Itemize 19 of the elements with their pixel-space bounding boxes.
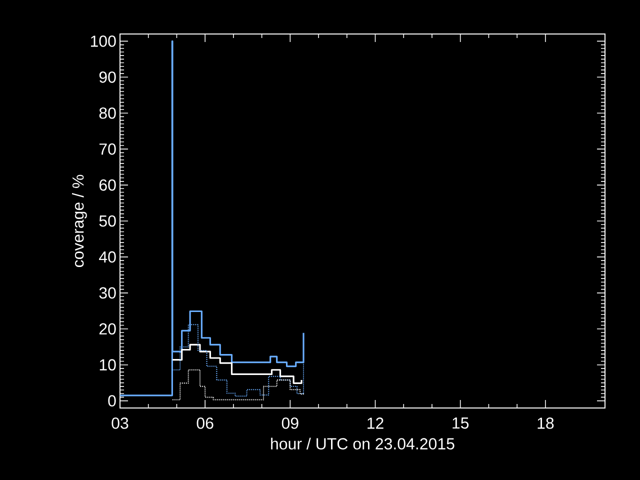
y-tick-label: 80: [99, 107, 116, 119]
y-tick-label: 30: [99, 287, 116, 299]
x-axis-title: hour / UTC on 23.04.2015: [271, 438, 454, 450]
y-tick-label: 10: [100, 359, 116, 371]
y-tick-label: 20: [99, 323, 116, 335]
x-tick-label: 06: [196, 418, 214, 429]
x-tick-label: 18: [538, 418, 554, 429]
y-tick-label: 60: [99, 179, 116, 191]
x-tick-label: 09: [282, 418, 298, 429]
x-tick-label: 15: [452, 418, 469, 429]
y-axis-title: coverage / %: [72, 174, 87, 268]
y-tick-label: 100: [90, 36, 116, 47]
y-tick-label: 0: [108, 395, 116, 406]
y-tick-label: 50: [99, 215, 116, 227]
x-tick-label: 03: [112, 418, 128, 429]
x-tick-label: 12: [368, 418, 384, 429]
y-tick-label: 40: [99, 251, 116, 263]
y-tick-label: 70: [99, 143, 116, 155]
y-tick-label: 90: [99, 71, 116, 83]
